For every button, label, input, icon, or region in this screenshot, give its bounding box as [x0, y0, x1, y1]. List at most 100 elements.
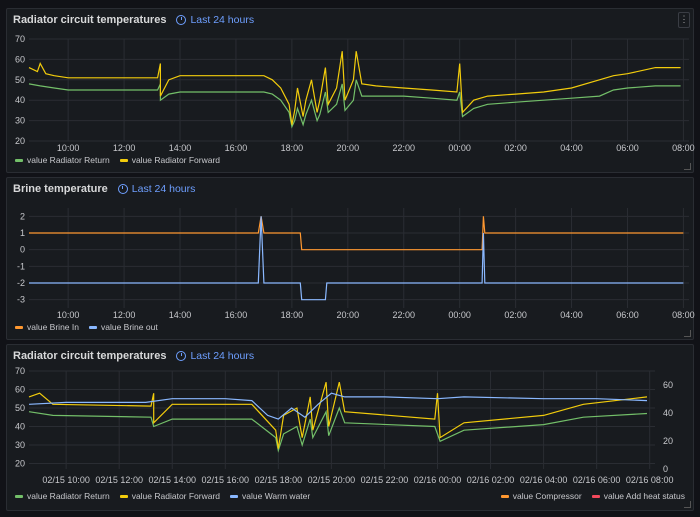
series-line — [29, 216, 684, 301]
x-tick-label: 20:00 — [337, 310, 360, 320]
panel-title[interactable]: Brine temperature — [13, 183, 108, 195]
chart-legend: value Radiator Return value Radiator Forw… — [15, 155, 220, 165]
legend-label: value Radiator Forward — [131, 491, 221, 501]
y2-tick-label: 0 — [663, 464, 668, 474]
series-line — [28, 381, 648, 449]
x-tick-label: 04:00 — [560, 310, 583, 320]
time-range-label: Last 24 hours — [190, 14, 255, 26]
x-tick-label: 14:00 — [169, 310, 192, 320]
legend-item[interactable]: value Radiator Return — [15, 491, 110, 501]
y-tick-label: 30 — [15, 440, 25, 450]
x-tick-label: 12:00 — [113, 143, 136, 153]
legend-item[interactable]: value Add heat status — [591, 491, 685, 501]
x-tick-label: 02/15 16:00 — [202, 475, 250, 485]
panel-title[interactable]: Radiator circuit temperatures — [13, 14, 167, 26]
x-tick-label: 02/16 00:00 — [414, 475, 462, 485]
y-tick-label: 40 — [15, 95, 25, 105]
time-range-label: Last 24 hours — [190, 350, 255, 362]
x-tick-label: 02/15 12:00 — [95, 475, 143, 485]
x-tick-label: 02/16 04:00 — [520, 475, 568, 485]
x-tick-label: 02/15 20:00 — [308, 475, 356, 485]
x-tick-label: 02:00 — [504, 310, 527, 320]
x-tick-label: 02/15 18:00 — [255, 475, 303, 485]
resize-handle[interactable] — [684, 501, 691, 508]
series-line — [28, 51, 681, 125]
x-tick-label: 06:00 — [616, 143, 639, 153]
y-tick-label: 20 — [15, 458, 25, 468]
y2-tick-label: 60 — [663, 380, 673, 390]
legend-swatch — [119, 158, 128, 162]
y-tick-label: 60 — [15, 384, 25, 394]
x-tick-label: 18:00 — [281, 310, 304, 320]
legend-swatch — [591, 494, 600, 498]
panel-header: Radiator circuit temperatures Last 24 ho… — [13, 348, 254, 364]
legend-item[interactable]: value Warm water — [230, 491, 310, 501]
panel-header: Brine temperature Last 24 hours — [13, 181, 195, 197]
x-tick-label: 22:00 — [392, 143, 415, 153]
y2-tick-label: 40 — [663, 408, 673, 418]
resize-handle[interactable] — [684, 163, 691, 170]
legend-label: value Add heat status — [603, 491, 685, 501]
legend-swatch — [500, 494, 509, 498]
x-tick-label: 04:00 — [560, 143, 583, 153]
x-tick-label: 16:00 — [225, 143, 248, 153]
chart-legend: value Radiator Return value Radiator Forw… — [15, 491, 310, 501]
x-tick-label: 22:00 — [392, 310, 415, 320]
time-range-info: Last 24 hours — [176, 14, 254, 26]
clock-icon — [176, 15, 187, 25]
x-tick-label: 02:00 — [504, 143, 527, 153]
panel-title[interactable]: Radiator circuit temperatures — [13, 350, 167, 362]
y-tick-label: 50 — [15, 75, 25, 85]
legend-label: value Compressor — [512, 491, 582, 501]
series-line — [28, 406, 648, 453]
x-tick-label: 16:00 — [225, 310, 248, 320]
chart-legend-right: value Compressor value Add heat status — [500, 491, 685, 501]
resize-handle[interactable] — [684, 330, 691, 337]
time-range-label: Last 24 hours — [131, 183, 196, 195]
legend-label: value Radiator Forward — [131, 155, 221, 165]
chart-legend: value Brine In value Brine out — [15, 322, 158, 332]
legend-swatch — [15, 325, 23, 329]
y-tick-label: -3 — [17, 295, 25, 305]
legend-swatch — [230, 494, 239, 498]
y-tick-label: -2 — [17, 278, 25, 288]
panel-header: Radiator circuit temperatures Last 24 ho… — [13, 12, 254, 28]
x-tick-label: 14:00 — [169, 143, 192, 153]
legend-item[interactable]: value Radiator Return — [15, 155, 110, 165]
y-tick-label: 40 — [15, 421, 25, 431]
x-tick-label: 02/15 10:00 — [42, 475, 90, 485]
chart-brine-temps[interactable]: 2 1 0 -1 -2 -3 10:00 12:00 14:00 16:00 18:00 20:00 2… — [7, 200, 695, 328]
y-tick-label: 70 — [15, 34, 25, 44]
legend-item[interactable]: value Compressor — [500, 491, 582, 501]
chart-radiator-temps[interactable]: 70 60 50 40 30 20 10:00 12:00 14:00 16:00 18:00 20:… — [7, 31, 695, 161]
x-tick-label: 02/15 22:00 — [361, 475, 409, 485]
legend-item[interactable]: value Radiator Forward — [119, 491, 221, 501]
x-tick-label: 02/15 14:00 — [148, 475, 196, 485]
clock-icon — [117, 184, 128, 194]
panel-radiator-temps-combined: Radiator circuit temperatures Last 24 ho… — [6, 344, 694, 511]
legend-item[interactable]: value Radiator Forward — [119, 155, 221, 165]
y-tick-label: -1 — [17, 261, 25, 271]
legend-item[interactable]: value Brine out — [88, 322, 158, 332]
x-tick-label: 08:00 — [672, 143, 695, 153]
x-tick-label: 20:00 — [337, 143, 360, 153]
legend-swatch — [88, 325, 97, 329]
x-tick-label: 18:00 — [281, 143, 304, 153]
legend-label: value Brine out — [100, 322, 158, 332]
legend-item[interactable]: value Brine In — [15, 322, 79, 332]
chart-radiator-combined[interactable]: 70 60 50 40 30 20 02/15 10:00 02/15 12:00 02/15 … — [7, 365, 695, 497]
x-tick-label: 00:00 — [448, 310, 471, 320]
y-tick-label: 2 — [20, 211, 25, 221]
legend-label: value Radiator Return — [27, 155, 110, 165]
panel-radiator-temps: Radiator circuit temperatures Last 24 ho… — [6, 8, 695, 173]
y-tick-label: 60 — [15, 54, 25, 64]
clock-icon — [176, 351, 187, 361]
y-tick-label: 70 — [15, 366, 25, 376]
panel-menu-button[interactable]: ⋮ — [678, 12, 690, 28]
x-tick-label: 02/16 06:00 — [573, 475, 621, 485]
y-tick-label: 20 — [15, 136, 25, 146]
time-range-info: Last 24 hours — [176, 350, 254, 362]
time-range-info: Last 24 hours — [117, 183, 196, 195]
series-line — [28, 392, 648, 420]
legend-label: value Brine In — [27, 322, 79, 332]
